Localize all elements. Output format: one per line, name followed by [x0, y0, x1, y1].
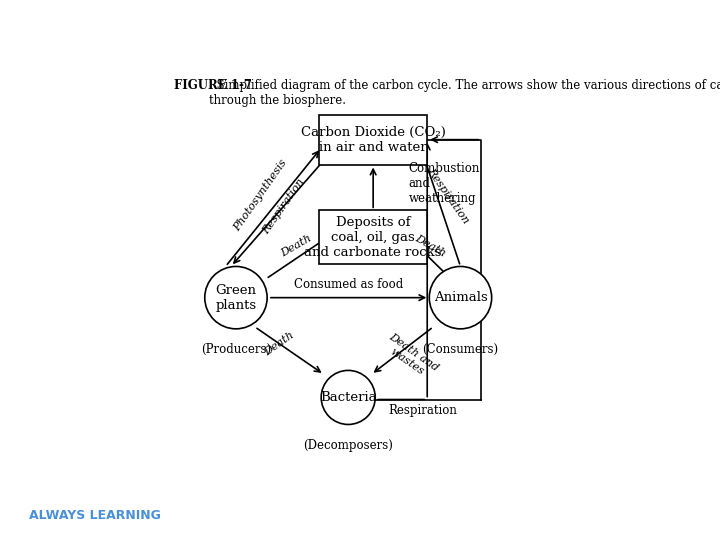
Text: FIGURE 1-7: FIGURE 1-7 [174, 79, 251, 92]
Text: Bacteria: Bacteria [320, 391, 377, 404]
Circle shape [321, 370, 375, 424]
Text: Combustion
and
weathering: Combustion and weathering [408, 162, 480, 205]
FancyBboxPatch shape [319, 114, 427, 165]
Text: Copyright © 2015 by Pearson Education, Inc
All Rights Reserved: Copyright © 2015 by Pearson Education, I… [415, 506, 622, 525]
Text: Green
plants: Green plants [215, 284, 256, 312]
Text: Animals: Animals [433, 291, 487, 304]
Circle shape [204, 266, 267, 329]
Text: Respiration: Respiration [426, 166, 471, 225]
Text: Death: Death [263, 330, 297, 358]
Text: Consumed as food: Consumed as food [294, 279, 402, 292]
Text: Basic Environmental Technology, Sixth Edition
Jerry A. Nathanson | Richard A. Sc: Basic Environmental Technology, Sixth Ed… [22, 506, 237, 525]
Text: Carbon Dioxide (CO₂)
in air and water: Carbon Dioxide (CO₂) in air and water [301, 126, 446, 154]
Text: Death: Death [413, 233, 448, 259]
Circle shape [429, 266, 492, 329]
Text: ALWAYS LEARNING: ALWAYS LEARNING [29, 509, 161, 522]
Text: Respiration: Respiration [389, 404, 457, 417]
Text: (Decomposers): (Decomposers) [303, 439, 393, 452]
Text: (Consumers): (Consumers) [423, 343, 498, 356]
Text: PEARSON: PEARSON [597, 507, 698, 525]
Text: Death and
wastes: Death and wastes [381, 331, 441, 382]
Text: Simplified diagram of the carbon cycle. The arrows show the various directions o: Simplified diagram of the carbon cycle. … [209, 79, 720, 107]
Text: Deposits of
coal, oil, gas
and carbonate rocks: Deposits of coal, oil, gas and carbonate… [305, 216, 442, 259]
FancyBboxPatch shape [319, 210, 427, 265]
Text: Respiration: Respiration [261, 177, 307, 236]
Text: Death: Death [279, 233, 313, 259]
Text: Photosynthesis: Photosynthesis [233, 158, 289, 233]
Text: (Producers): (Producers) [201, 343, 271, 356]
